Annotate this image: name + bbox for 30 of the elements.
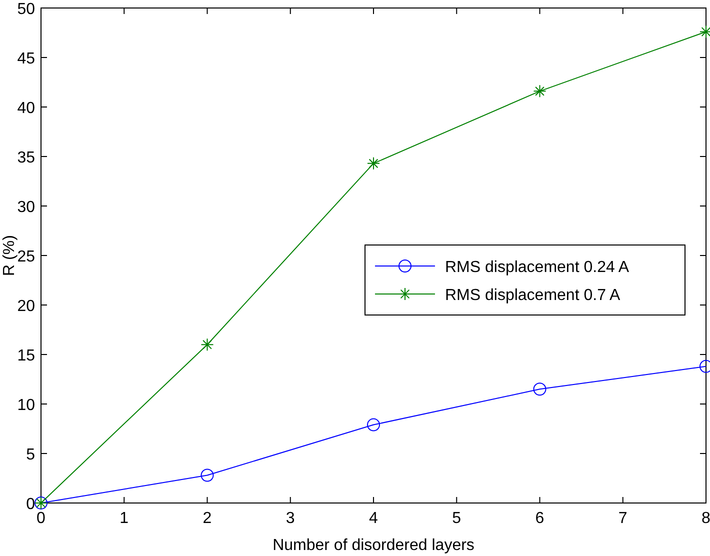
x-tick-label: 1 [120,510,129,527]
x-tick-label: 5 [452,510,462,527]
y-tick-label: 35 [17,150,36,166]
point [367,418,380,432]
x-tick-label: 3 [286,510,295,527]
x-tick-label: 6 [535,510,544,527]
point [200,338,214,352]
y-tick-label: 0 [26,496,36,513]
point [367,156,380,170]
x-tick-label: 7 [618,510,628,527]
y-tick-label: 30 [17,199,36,216]
y-tick-label: 50 [17,1,36,18]
y-tick-label: 15 [17,348,36,364]
y-tick-label: 20 [17,298,36,315]
x-tick-label: 0 [36,510,46,527]
legend-label: RMS displacement 0.7 A [445,287,621,304]
y-tick-label: 45 [17,50,36,68]
x-axis-title: Number of disordered layers [272,537,474,554]
point [200,468,214,482]
y-tick-label: 25 [17,248,36,266]
point [533,84,546,98]
y-tick-label: 5 [26,446,36,464]
legend-label: RMS displacement 0.24 A [445,259,630,276]
x-tick-label: 2 [202,510,212,527]
y-tick-label: 40 [17,100,36,117]
y-axis-title: R (%) [1,235,18,276]
y-tick-label: 10 [17,397,36,414]
x-tick-label: 4 [369,510,378,527]
point [533,382,546,396]
x-tick-label: 8 [702,510,710,527]
